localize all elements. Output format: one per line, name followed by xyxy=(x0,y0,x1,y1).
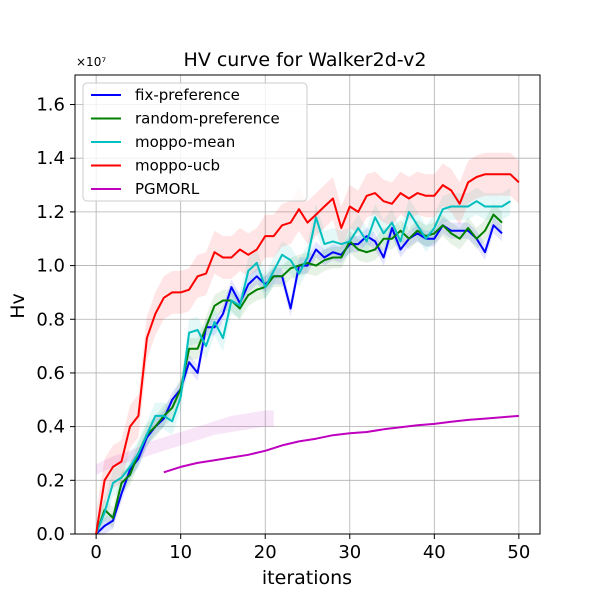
series-band-moppo-ucb xyxy=(96,152,519,535)
y-tick-label: 1.0 xyxy=(36,256,65,277)
series-band-PGMORL xyxy=(96,410,274,475)
series-line-moppo-mean xyxy=(95,200,511,535)
x-tick-label: 40 xyxy=(423,542,446,563)
x-tick-label: 10 xyxy=(169,542,192,563)
legend-label: moppo-mean xyxy=(135,133,235,151)
x-axis-label: iterations xyxy=(262,567,352,589)
axis-ticks: 0 10 20 30 40 50 0.0 0.2 0.4 0.6 0.8 1.0 1.2 1.4 1.6 xyxy=(36,95,530,563)
legend-label: moppo-ucb xyxy=(135,157,220,175)
y-tick-label: 0.2 xyxy=(36,470,65,491)
legend-box xyxy=(82,82,308,202)
series-band-moppo-mean xyxy=(96,187,511,534)
y-tick-label: 0.6 xyxy=(36,363,65,384)
confidence-bands xyxy=(96,152,519,535)
y-tick-label: 1.6 xyxy=(36,95,65,116)
y-axis-label: Hv xyxy=(7,293,29,319)
y-offset-label: ×10⁷ xyxy=(76,55,106,69)
x-tick-label: 20 xyxy=(254,542,277,563)
y-tick-label: 0.0 xyxy=(36,524,65,545)
y-tick-label: 1.4 xyxy=(36,148,65,169)
series-line-PGMORL xyxy=(163,414,519,474)
legend-label: random-preference xyxy=(135,110,280,128)
legend-label: fix-preference xyxy=(135,86,240,104)
series-line-moppo-ucb xyxy=(95,173,520,535)
plot-frame xyxy=(74,74,541,535)
x-tick-label: 0 xyxy=(90,542,101,563)
x-tick-label: 30 xyxy=(338,542,361,563)
y-tick-label: 1.2 xyxy=(36,202,65,223)
series-band-random-preference xyxy=(96,203,502,535)
legend: fix-preference random-preference moppo-mea… xyxy=(82,82,308,202)
legend-label: PGMORL xyxy=(135,180,200,198)
y-tick-label: 0.8 xyxy=(36,309,65,330)
y-tick-label: 0.4 xyxy=(36,417,65,438)
series-lines xyxy=(95,173,520,535)
x-tick-label: 50 xyxy=(507,542,530,563)
chart-title: HV curve for Walker2d-v2 xyxy=(184,49,427,71)
